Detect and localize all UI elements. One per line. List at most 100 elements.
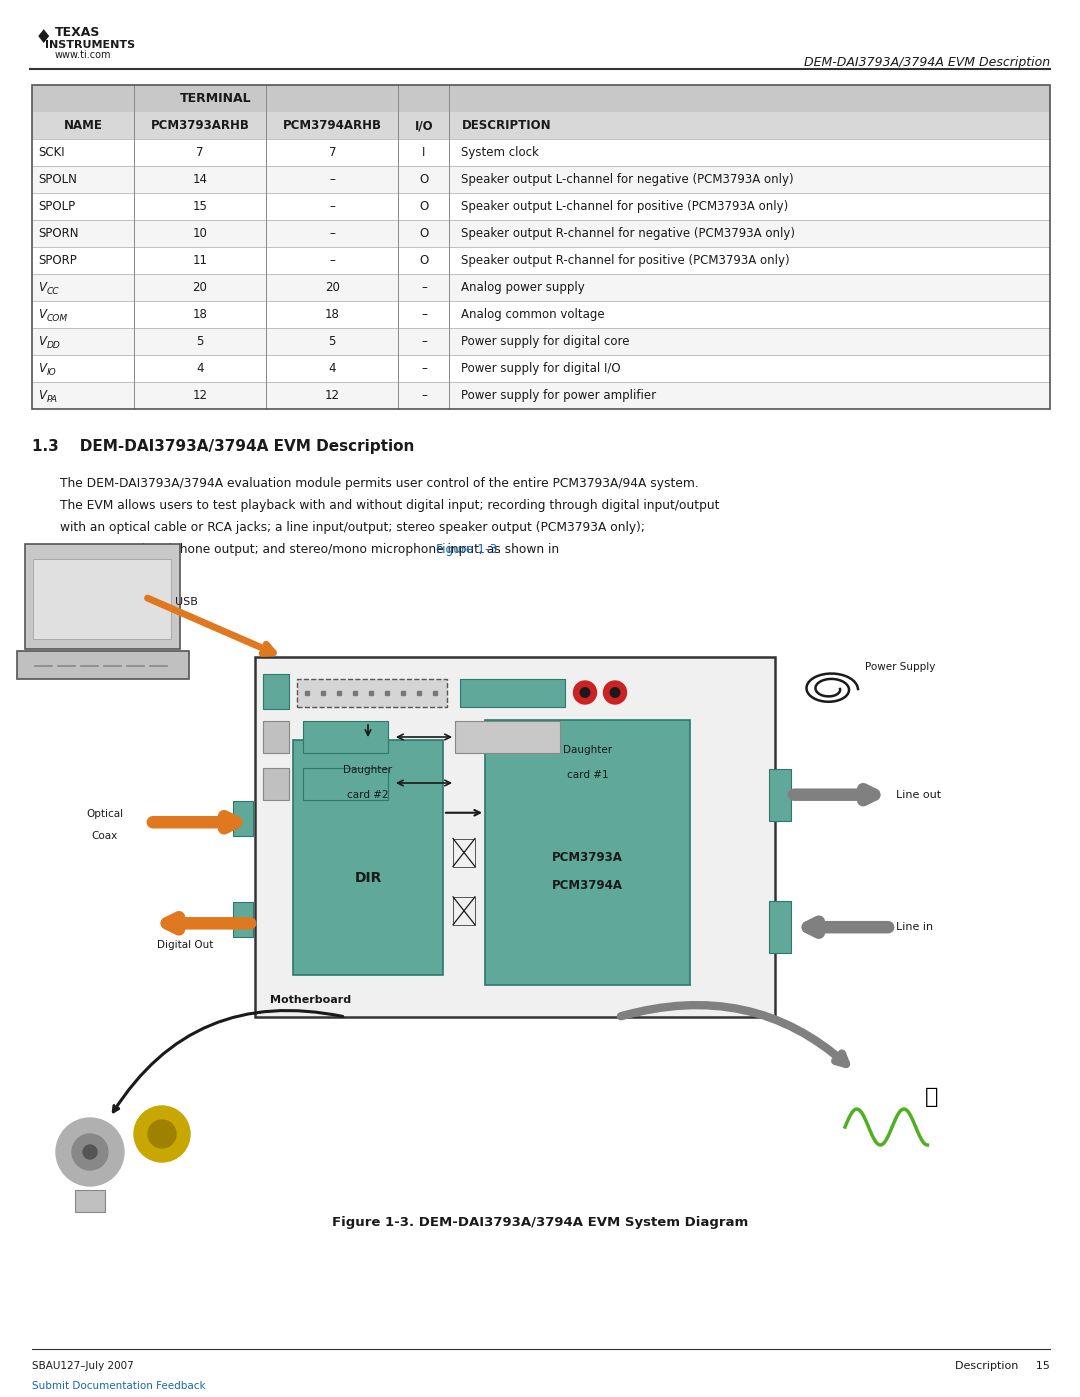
Text: DD: DD	[46, 341, 60, 351]
Text: card #1: card #1	[567, 770, 608, 780]
Bar	[32, 85, 1050, 409]
Text: COM: COM	[46, 314, 68, 323]
Text: TERMINAL: TERMINAL	[179, 92, 251, 105]
Text: O: O	[419, 200, 429, 212]
Bar	[32, 300, 1050, 328]
Text: V: V	[38, 335, 46, 348]
Text: –: –	[421, 388, 427, 402]
Text: I: I	[422, 147, 426, 159]
Text: V: V	[38, 388, 46, 402]
Circle shape	[148, 1120, 176, 1148]
Text: 5: 5	[328, 335, 336, 348]
FancyBboxPatch shape	[455, 721, 561, 753]
Text: PCM3793A: PCM3793A	[552, 851, 623, 863]
Text: Submit Documentation Feedback: Submit Documentation Feedback	[32, 1382, 205, 1391]
Text: TEXAS: TEXAS	[55, 25, 100, 39]
Text: SBAU127–July 2007: SBAU127–July 2007	[32, 1361, 134, 1370]
Text: PCM3794A: PCM3794A	[552, 879, 623, 893]
Text: O: O	[419, 173, 429, 186]
Circle shape	[72, 1134, 108, 1171]
Text: with an optical cable or RCA jacks; a line input/output; stereo speaker output (: with an optical cable or RCA jacks; a li…	[60, 521, 645, 534]
FancyBboxPatch shape	[255, 657, 775, 1017]
FancyBboxPatch shape	[460, 679, 565, 707]
Text: 20: 20	[192, 281, 207, 293]
Text: 4: 4	[328, 362, 336, 374]
Text: Power supply for digital core: Power supply for digital core	[461, 335, 630, 348]
FancyBboxPatch shape	[264, 673, 289, 710]
Circle shape	[56, 1118, 124, 1186]
FancyBboxPatch shape	[33, 559, 171, 638]
Text: SPOLP: SPOLP	[38, 200, 76, 212]
Text: 10: 10	[192, 226, 207, 240]
Text: SPOLN: SPOLN	[38, 173, 77, 186]
Text: 7: 7	[197, 147, 204, 159]
Bar	[32, 247, 1050, 274]
FancyBboxPatch shape	[297, 679, 447, 707]
FancyBboxPatch shape	[264, 721, 289, 753]
Text: Figure 1-3. DEM-DAI3793A/3794A EVM System Diagram: Figure 1-3. DEM-DAI3793A/3794A EVM Syste…	[332, 1215, 748, 1228]
Text: card #2: card #2	[347, 789, 389, 800]
Text: SPORN: SPORN	[38, 226, 79, 240]
FancyBboxPatch shape	[769, 901, 791, 953]
Bar	[32, 328, 1050, 355]
Bar	[32, 274, 1050, 300]
Text: USB: USB	[175, 597, 198, 608]
Bar	[32, 138, 1050, 166]
Bar	[32, 219, 1050, 247]
FancyBboxPatch shape	[303, 768, 388, 800]
Text: Speaker output L-channel for negative (PCM3793A only): Speaker output L-channel for negative (P…	[461, 173, 794, 186]
Circle shape	[604, 680, 626, 704]
Text: SCKI: SCKI	[38, 147, 65, 159]
Text: Optical: Optical	[86, 809, 123, 819]
FancyBboxPatch shape	[17, 651, 189, 679]
Text: –: –	[329, 254, 335, 267]
FancyBboxPatch shape	[75, 1190, 105, 1213]
Text: CC: CC	[46, 286, 59, 296]
Text: –: –	[421, 335, 427, 348]
Text: Motherboard: Motherboard	[270, 995, 351, 1004]
Text: INSTRUMENTS: INSTRUMENTS	[45, 41, 135, 50]
Text: 5: 5	[197, 335, 204, 348]
Text: –: –	[329, 173, 335, 186]
Text: PCM3793ARHB: PCM3793ARHB	[150, 119, 249, 131]
Text: Digital Out: Digital Out	[157, 940, 213, 950]
Text: Speaker output R-channel for positive (PCM3793A only): Speaker output R-channel for positive (P…	[461, 254, 789, 267]
Text: Description     15: Description 15	[955, 1361, 1050, 1370]
Text: 18: 18	[325, 307, 340, 321]
Text: –: –	[421, 281, 427, 293]
Text: The EVM allows users to test playback with and without digital input; recording : The EVM allows users to test playback wi…	[60, 499, 719, 511]
Text: IO: IO	[46, 367, 56, 377]
Text: www.ti.com: www.ti.com	[55, 50, 111, 60]
FancyBboxPatch shape	[25, 543, 180, 650]
Text: I/O: I/O	[415, 119, 433, 131]
Bar	[399, 85, 1050, 112]
Text: –: –	[329, 200, 335, 212]
Text: 12: 12	[325, 388, 340, 402]
Text: –: –	[421, 307, 427, 321]
Text: –: –	[329, 226, 335, 240]
Text: 4: 4	[197, 362, 204, 374]
Circle shape	[610, 687, 620, 697]
Text: Daughter: Daughter	[343, 766, 392, 775]
Text: Analog power supply: Analog power supply	[461, 281, 585, 293]
Text: SPORP: SPORP	[38, 254, 77, 267]
Circle shape	[83, 1146, 97, 1160]
Text: 14: 14	[192, 173, 207, 186]
Text: Speaker output L-channel for positive (PCM3793A only): Speaker output L-channel for positive (P…	[461, 200, 788, 212]
Bar	[32, 381, 1050, 409]
Text: 11: 11	[192, 254, 207, 267]
Text: Coax: Coax	[92, 831, 118, 841]
Text: 18: 18	[192, 307, 207, 321]
FancyBboxPatch shape	[485, 719, 690, 985]
Text: NAME: NAME	[64, 119, 103, 131]
Bar	[32, 166, 1050, 193]
Text: V: V	[38, 362, 46, 374]
Text: V: V	[38, 307, 46, 321]
Text: Daughter: Daughter	[563, 745, 612, 754]
Text: The DEM-DAI3793A/3794A evaluation module permits user control of the entire PCM3: The DEM-DAI3793A/3794A evaluation module…	[60, 476, 699, 490]
Bar	[32, 85, 399, 112]
Text: Figure 1-3.: Figure 1-3.	[436, 543, 501, 556]
Text: 1.3    DEM-DAI3793A/3794A EVM Description: 1.3 DEM-DAI3793A/3794A EVM Description	[32, 439, 415, 454]
Text: PCM3794ARHB: PCM3794ARHB	[283, 119, 382, 131]
FancyBboxPatch shape	[233, 802, 253, 837]
